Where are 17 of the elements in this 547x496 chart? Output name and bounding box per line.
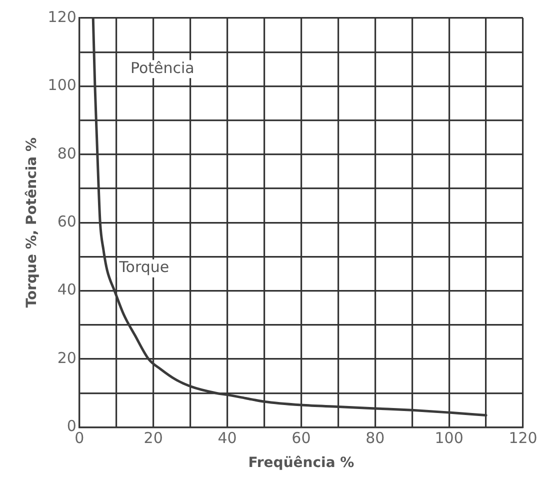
x-tick-label: 100: [434, 429, 464, 448]
y-tick-label: 120: [48, 8, 76, 26]
x-tick-label: 40: [218, 429, 237, 448]
series-label: Torque: [118, 258, 170, 276]
y-tick-label: 100: [48, 76, 76, 94]
x-tick-label: 120: [508, 429, 538, 448]
annotation: Potência: [130, 59, 194, 78]
x-axis-title: Freqüência %: [248, 455, 354, 472]
y-axis-title: Torque %, Potência %: [24, 137, 40, 308]
y-tick-label: 80: [57, 144, 76, 162]
y-tick-label: 40: [57, 280, 76, 299]
x-tick-label: 80: [366, 429, 385, 448]
x-tick-label: 60: [292, 429, 311, 448]
x-tick-label: 20: [144, 429, 163, 448]
y-tick-label: 20: [57, 348, 76, 367]
y-tick-label: 0: [66, 417, 76, 436]
y-tick-label: 60: [57, 212, 76, 230]
